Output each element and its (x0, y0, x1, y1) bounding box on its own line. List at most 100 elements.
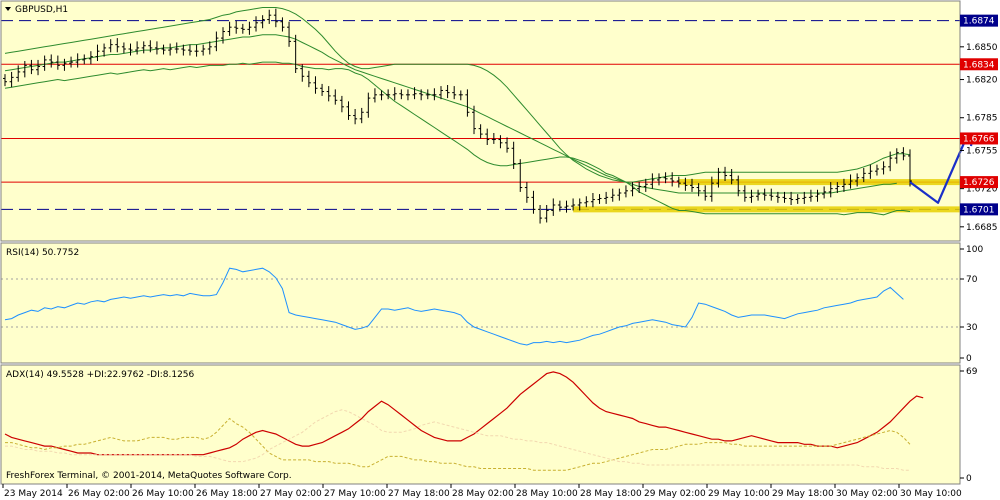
price-panel-border (0, 0, 961, 242)
footer-copyright: FreshForex Terminal, © 2001-2014, MetaQu… (6, 471, 292, 481)
price-bar (756, 189, 761, 201)
price-bar (841, 178, 846, 192)
price-bar (835, 182, 840, 193)
price-bar (696, 183, 701, 197)
price-bar (287, 21, 292, 47)
price-bar (676, 176, 681, 188)
yellow-zones (573, 179, 960, 213)
price-bar (742, 185, 747, 202)
price-bar (372, 88, 377, 103)
price-bar (234, 20, 239, 34)
price-bar (392, 87, 397, 101)
price-bar (643, 178, 648, 192)
adx-tick-label: 69 (966, 367, 978, 377)
price-bar (901, 147, 906, 161)
bb-lower-line (4, 61, 911, 216)
adx-panel-border (0, 364, 961, 485)
price-bar (161, 44, 166, 55)
bb-middle-line (4, 34, 897, 194)
price-bar (399, 89, 404, 100)
price-bar (293, 34, 298, 73)
price-bar (736, 175, 741, 197)
price-tick-label: 1.6785 (966, 114, 998, 124)
price-bar (412, 87, 417, 100)
price-bar (214, 31, 219, 52)
price-bar (366, 92, 371, 118)
rsi-panel-border (0, 242, 961, 364)
price-bar (861, 167, 866, 183)
price-bar (465, 89, 470, 117)
rsi-tick-label: 70 (966, 275, 978, 285)
rsi-panel-title: RSI(14) 50.7752 (6, 248, 79, 258)
price-bar (604, 191, 609, 204)
price-bar (557, 200, 562, 212)
price-bar (320, 83, 325, 96)
bb-upper-line (4, 7, 911, 183)
price-bar (379, 90, 384, 101)
price-bar (531, 190, 536, 214)
price-bar (247, 21, 252, 35)
price-bar (55, 55, 60, 70)
price-bar (207, 41, 212, 55)
price-bar (88, 51, 93, 65)
price-tick-label: 1.6755 (966, 146, 998, 156)
price-bar (49, 54, 54, 68)
x-tick-label: 30 May 02:00 (836, 489, 898, 499)
symbol-dropdown-icon[interactable] (5, 7, 11, 11)
price-bar (300, 64, 305, 82)
price-bar (894, 148, 899, 164)
price-bar (584, 196, 589, 208)
price-bar (703, 185, 708, 201)
price-bar (769, 188, 774, 201)
x-tick-label: 28 May 02:00 (452, 489, 514, 499)
x-tick-label: 26 May 10:00 (132, 489, 194, 499)
price-bar (822, 186, 827, 199)
price-bar (154, 41, 159, 55)
price-bar (749, 189, 754, 203)
price-panel-title: GBPUSD,H1 (15, 5, 68, 15)
rsi-panel-background (1, 243, 960, 363)
x-tick-label: 26 May 18:00 (196, 489, 258, 499)
price-bar (815, 189, 820, 202)
price-tags: 1.6874 1.6834 1.6766 1.6726 1.6701 (960, 14, 998, 216)
y-axis-ticks: 1.6874 1.6850 1.6820 1.6785 1.6755 1.6720 1.66… (960, 17, 998, 484)
x-tick-label: 23 May 2014 (4, 489, 63, 499)
price-bar (511, 141, 516, 169)
price-bar (782, 191, 787, 203)
price-bar (62, 58, 67, 71)
price-bar (795, 194, 800, 204)
price-bar (775, 191, 780, 203)
price-bar (650, 173, 655, 189)
rsi-tick-label: 0 (966, 354, 972, 364)
x-tick-label: 27 May 18:00 (388, 489, 450, 499)
price-bar (564, 200, 569, 213)
price-bar (498, 135, 503, 149)
price-bar (445, 85, 450, 99)
price-bar (16, 65, 21, 82)
price-bar (280, 17, 285, 32)
price-bar (168, 43, 173, 56)
price-bar (590, 193, 595, 208)
price-bar (908, 149, 912, 187)
rsi-lines (1, 267, 960, 346)
price-bar (306, 70, 311, 88)
rsi-line (4, 267, 904, 346)
price-bar (135, 41, 140, 55)
price-bar (524, 182, 529, 203)
price-bar (729, 169, 734, 185)
price-bar (353, 109, 358, 125)
price-tag-box (960, 203, 998, 216)
price-tag-label: 1.6726 (963, 178, 995, 188)
price-bar (419, 89, 424, 101)
price-bar (141, 41, 146, 54)
price-bar (630, 182, 635, 197)
price-bars (3, 8, 912, 224)
price-bar (597, 194, 602, 204)
price-panel-background (1, 1, 960, 241)
price-bar (201, 44, 206, 56)
adx-panel-background (1, 365, 960, 484)
price-bar (452, 86, 457, 100)
price-tag-label: 1.6766 (963, 134, 995, 144)
